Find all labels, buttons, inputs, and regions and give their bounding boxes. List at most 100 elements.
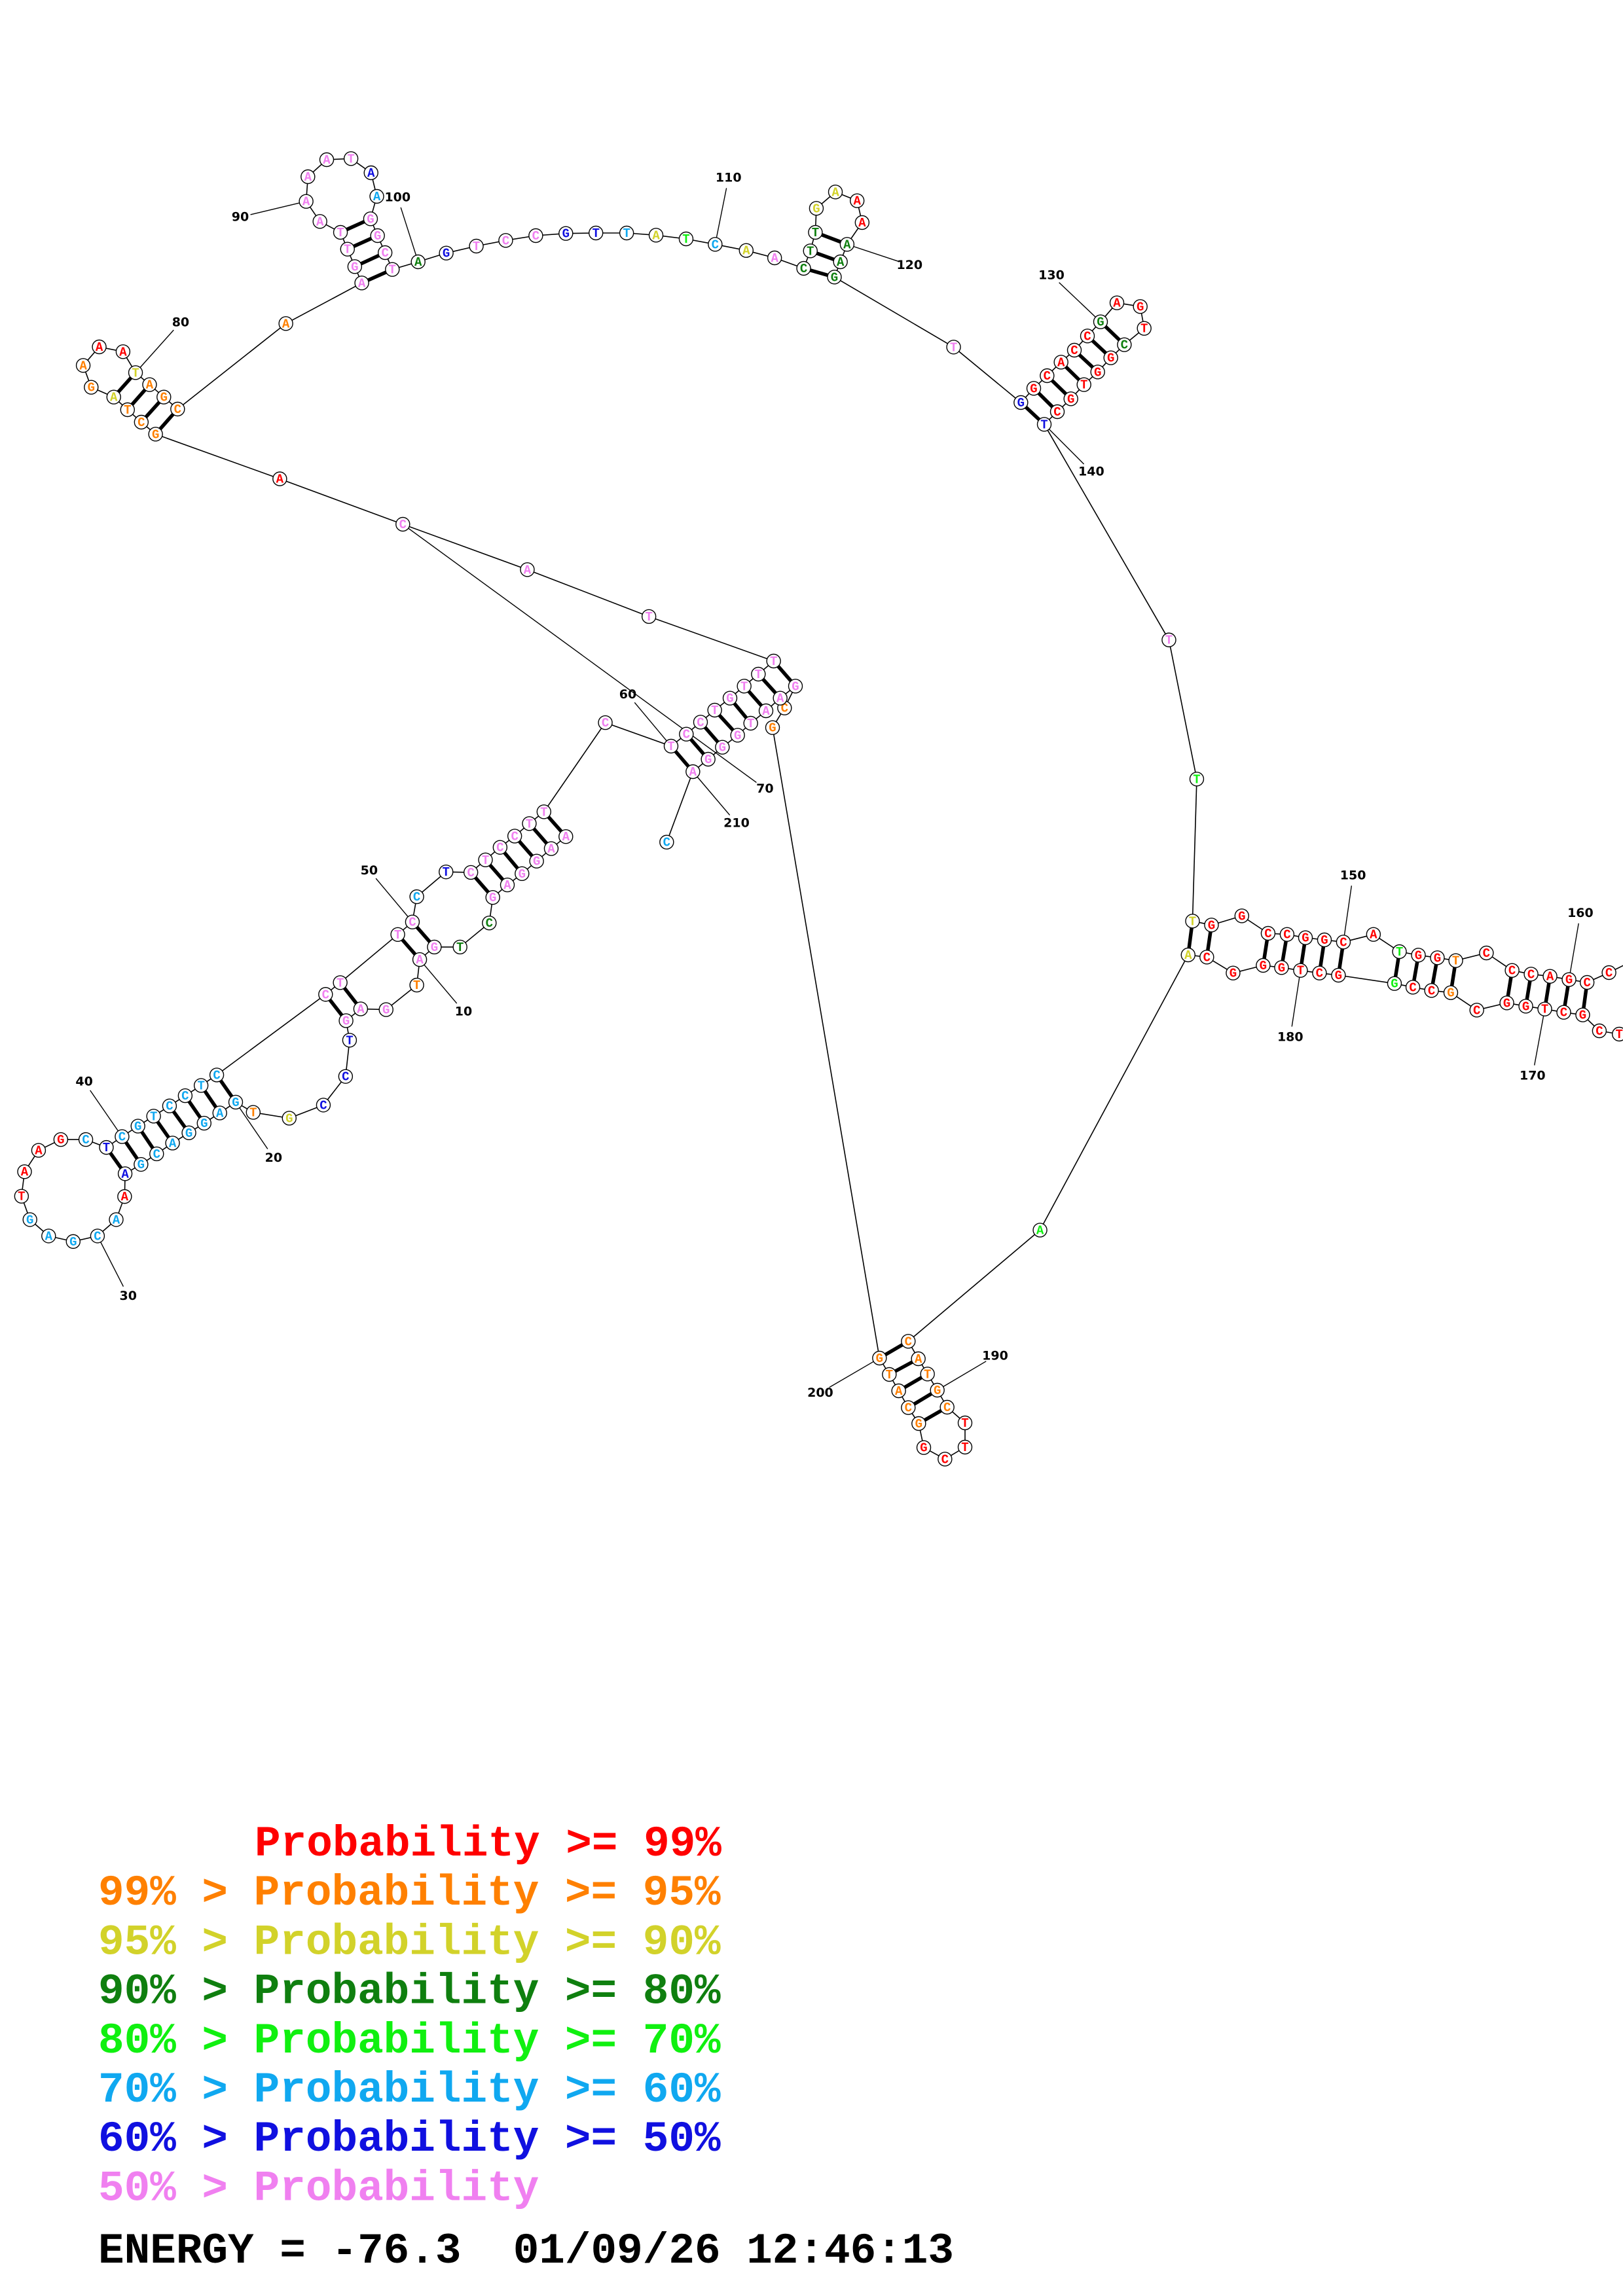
nucleotide-circle bbox=[409, 889, 424, 905]
backbone-segment bbox=[216, 994, 326, 1076]
nucleotide-base: G bbox=[1434, 951, 1441, 965]
nucleotide-4: G bbox=[515, 866, 530, 882]
backbone-segment bbox=[340, 934, 399, 983]
probability-legend: Probability >= 99%99% > Probability >= 9… bbox=[98, 1820, 721, 2213]
nucleotide-11: T bbox=[409, 977, 424, 993]
nucleotide-circle bbox=[1317, 932, 1332, 948]
nucleotide-circle bbox=[130, 1119, 145, 1134]
nucleotide-base: A bbox=[562, 830, 570, 844]
nucleotide-circle bbox=[957, 1439, 973, 1455]
nucleotide-31: G bbox=[65, 1234, 81, 1249]
nucleotide-circle bbox=[678, 231, 694, 247]
nucleotide-base: G bbox=[1447, 986, 1454, 1001]
nucleotide-125: G bbox=[1026, 381, 1042, 396]
base-pair-bond bbox=[903, 1376, 922, 1390]
nucleotide-circle bbox=[1053, 355, 1068, 370]
nucleotide-circle bbox=[1601, 965, 1616, 980]
nucleotide-circle bbox=[377, 245, 393, 260]
nucleotide-circle bbox=[342, 1033, 357, 1048]
nucleotide-136: G bbox=[1090, 365, 1105, 380]
nucleotide-circle bbox=[162, 1098, 177, 1113]
base-pair-bond bbox=[1281, 941, 1288, 961]
nucleotide-178: G bbox=[1331, 967, 1346, 983]
nucleotide-base: G bbox=[1321, 933, 1328, 948]
nucleotide-base: A bbox=[45, 1229, 53, 1244]
nucleotide-base: C bbox=[166, 1100, 173, 1114]
nucleotide-base: T bbox=[1541, 1003, 1548, 1017]
nucleotide-circle bbox=[663, 738, 679, 754]
nucleotide-circle bbox=[1312, 965, 1327, 980]
nucleotide-circle bbox=[839, 237, 855, 252]
nucleotide-circle bbox=[536, 804, 552, 819]
nucleotide-base: A bbox=[895, 1384, 903, 1399]
nucleotide-circle bbox=[739, 243, 754, 258]
nucleotide-circle bbox=[1298, 930, 1313, 945]
nucleotide-20: G bbox=[228, 1094, 244, 1110]
nucleotide-circle bbox=[1013, 395, 1029, 410]
nucleotide-base: C bbox=[1527, 967, 1535, 982]
nucleotide-200: G bbox=[872, 1350, 887, 1366]
nucleotide-110: C bbox=[708, 237, 723, 252]
nucleotide-circle bbox=[589, 225, 604, 241]
nucleotide-131: A bbox=[1109, 295, 1125, 311]
nucleotide-circle bbox=[1479, 945, 1494, 961]
nucleotide-21: A bbox=[212, 1105, 227, 1121]
nucleotide-base: G bbox=[562, 227, 570, 242]
nucleotide-circle bbox=[1424, 983, 1439, 998]
nucleotide-circle bbox=[872, 1350, 887, 1366]
nucleotide-circle bbox=[299, 194, 314, 209]
nucleotide-80: T bbox=[128, 365, 143, 380]
nucleotide-base: T bbox=[1616, 1028, 1623, 1042]
nucleotide-23: G bbox=[181, 1125, 196, 1141]
nucleotide-base: T bbox=[1165, 634, 1173, 648]
nucleotide-base: C bbox=[1084, 329, 1091, 344]
nucleotide-circle bbox=[439, 864, 454, 880]
nucleotide-circle bbox=[833, 254, 848, 270]
nucleotide-circle bbox=[165, 1136, 180, 1151]
nucleotide-base: A bbox=[302, 195, 310, 209]
nucleotide-16: C bbox=[338, 1069, 354, 1085]
nucleotide-base: C bbox=[905, 1401, 912, 1416]
nucleotide-base: T bbox=[1040, 418, 1048, 432]
base-pair-bond bbox=[924, 1408, 942, 1422]
nucleotide-circle bbox=[1133, 299, 1148, 314]
nucleotide-circle bbox=[743, 715, 758, 731]
nucleotide-circle bbox=[708, 237, 723, 252]
nucleotide-base: C bbox=[1508, 964, 1516, 978]
nucleotide-95: A bbox=[369, 188, 384, 204]
nucleotide-161: C bbox=[1579, 975, 1595, 990]
nucleotide-circle bbox=[142, 377, 157, 392]
nucleotide-circle bbox=[1109, 295, 1125, 310]
nucleotide-base: G bbox=[232, 1096, 239, 1110]
nucleotide-base: A bbox=[357, 1002, 365, 1016]
nucleotide-base: G bbox=[876, 1352, 883, 1366]
nucleotide-14: G bbox=[338, 1013, 354, 1028]
nucleotide-base: C bbox=[800, 262, 807, 276]
nucleotide-base: A bbox=[742, 244, 750, 259]
nucleotide-base: A bbox=[524, 563, 532, 577]
nucleotide-118: A bbox=[849, 193, 865, 209]
base-pair-bond bbox=[474, 876, 490, 894]
numbering-label-100: 100 bbox=[384, 190, 410, 205]
nucleotide-210: A bbox=[685, 764, 701, 780]
nucleotide-circle bbox=[1518, 999, 1533, 1014]
nucleotide-base: G bbox=[1503, 996, 1510, 1011]
nucleotide-circle bbox=[1161, 632, 1176, 647]
nucleotide-base: C bbox=[697, 715, 704, 730]
nucleotide-base: A bbox=[771, 251, 778, 266]
nucleotide-base: G bbox=[1137, 300, 1144, 314]
base-pair-bond bbox=[172, 1110, 187, 1128]
nucleotide-81: A bbox=[142, 377, 157, 393]
nucleotide-66: T bbox=[751, 666, 766, 682]
nucleotide-117: A bbox=[828, 185, 843, 200]
nucleotide-114: T bbox=[803, 243, 818, 259]
numbering-tick bbox=[716, 188, 727, 238]
nucleotide-base: C bbox=[153, 1147, 160, 1162]
nucleotide-209: G bbox=[701, 751, 716, 767]
nucleotide-base: A bbox=[276, 473, 284, 487]
nucleotide-base: G bbox=[57, 1133, 64, 1147]
nucleotide-circle bbox=[891, 1383, 906, 1399]
nucleotide-13: A bbox=[353, 1001, 369, 1016]
nucleotide-base: T bbox=[1189, 914, 1196, 929]
nucleotide-circle bbox=[478, 852, 493, 867]
